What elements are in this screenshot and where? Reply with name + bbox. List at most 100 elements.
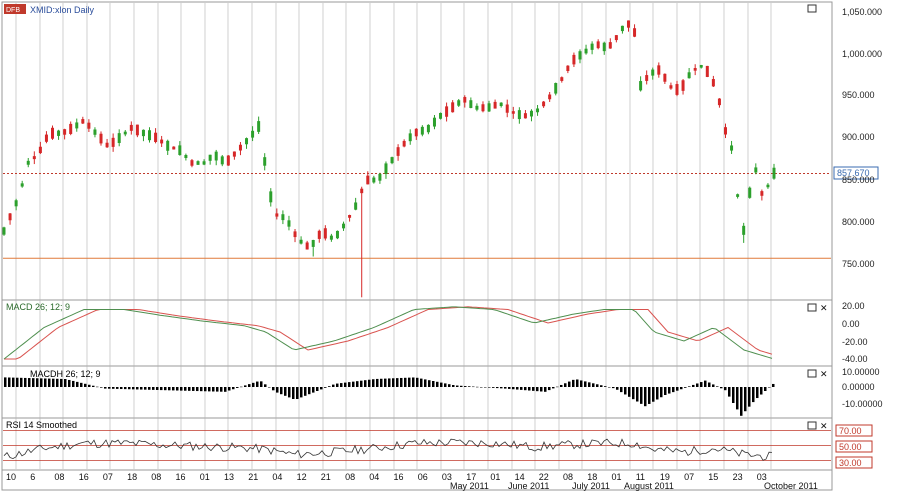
histogram-bar: [168, 387, 171, 391]
histogram-bar: [636, 387, 639, 402]
rsi-level-50-tag: [835, 440, 873, 453]
candle-body: [2, 227, 6, 235]
x-tick-day: 04: [369, 472, 379, 482]
candle-body: [596, 41, 600, 49]
rsi-restore-icon[interactable]: [807, 421, 817, 430]
x-tick-day: 14: [515, 472, 525, 482]
candle-body: [335, 230, 339, 239]
histogram-bar: [40, 378, 43, 387]
candle-body: [360, 188, 364, 194]
histogram-bar: [472, 386, 475, 388]
histogram-bar: [376, 378, 379, 387]
histogram-bar: [180, 387, 183, 391]
rsi-close-icon[interactable]: ✕: [820, 421, 828, 431]
candle-body: [566, 65, 570, 72]
candle-body: [129, 124, 133, 131]
histogram-bar: [720, 387, 723, 389]
candle-body: [475, 105, 479, 110]
histogram-bar: [732, 387, 735, 403]
histogram-bar: [436, 381, 439, 387]
candle-body: [536, 108, 540, 113]
histogram-bar: [96, 386, 99, 388]
candle-body: [620, 25, 624, 32]
histogram-bar: [604, 386, 607, 387]
histogram-bar: [128, 387, 131, 390]
restore-icon[interactable]: [807, 4, 817, 13]
macd-restore-icon[interactable]: [807, 303, 817, 312]
histogram-bar: [752, 387, 755, 403]
macd-close-icon[interactable]: ✕: [820, 303, 828, 313]
histogram-bar: [144, 387, 147, 390]
x-tick-day: 10: [6, 472, 16, 482]
histogram-bar: [292, 387, 295, 399]
histogram-bar: [716, 386, 719, 387]
candle-body: [238, 144, 242, 151]
x-tick-day: 19: [660, 472, 670, 482]
x-tick-day: 01: [200, 472, 210, 482]
candle-body: [723, 127, 727, 135]
macdh-close-icon[interactable]: ✕: [820, 369, 828, 379]
candle-body: [742, 225, 746, 235]
macdh-y-tick-0: 0.00000: [842, 382, 875, 392]
histogram-bar: [708, 382, 711, 387]
candle-body: [69, 123, 73, 134]
histogram-bar: [424, 379, 427, 387]
x-tick-day: 17: [466, 472, 476, 482]
candle-body: [669, 85, 673, 89]
histogram-bar: [508, 387, 511, 389]
histogram-bar: [4, 377, 7, 387]
x-tick-day: 11: [636, 472, 645, 482]
candle-body: [220, 156, 224, 165]
candle-body: [432, 117, 436, 127]
histogram-bar: [652, 387, 655, 402]
rsi-level-70: 70.00: [839, 426, 862, 436]
candle-body: [190, 160, 194, 166]
histogram-bar: [340, 383, 343, 387]
histogram-bar: [488, 387, 491, 388]
candle-body: [736, 194, 740, 197]
histogram-bar: [764, 387, 767, 391]
candle-body: [26, 160, 30, 165]
candle-body: [408, 133, 412, 142]
histogram-bar: [456, 385, 459, 387]
histogram-bar: [452, 385, 455, 387]
candle-body: [560, 77, 564, 81]
candle-body: [457, 100, 461, 106]
x-tick-month: June 2011: [508, 481, 549, 491]
candle-body: [32, 156, 36, 160]
histogram-bar: [192, 387, 195, 391]
macdh-restore-icon[interactable]: [807, 369, 817, 378]
candle-body: [717, 98, 721, 106]
histogram-bar: [332, 384, 335, 387]
candle-body: [426, 124, 430, 133]
x-tick-day: 08: [151, 472, 161, 482]
x-tick-day: 07: [103, 472, 113, 482]
candle-body: [499, 102, 503, 107]
candle-body: [602, 42, 606, 52]
candle-body: [523, 113, 527, 119]
histogram-bar: [484, 387, 487, 388]
histogram-bar: [396, 378, 399, 387]
histogram-bar: [512, 387, 515, 390]
histogram-bar: [656, 387, 659, 400]
symbol-badge-text: DFB: [6, 7, 20, 14]
histogram-bar: [104, 387, 107, 389]
y-tick-1000: 1,000.000: [842, 49, 882, 59]
histogram-bar: [392, 378, 395, 387]
rsi-level-30: 30.00: [839, 458, 862, 468]
histogram-bar: [140, 387, 143, 390]
x-tick-day: 16: [176, 472, 186, 482]
histogram-bar: [712, 384, 715, 387]
histogram-bar: [172, 387, 175, 391]
y-tick-800: 800.000: [842, 217, 875, 227]
histogram-bar: [628, 387, 631, 397]
candle-body: [323, 228, 327, 239]
histogram-bar: [88, 384, 91, 387]
histogram-bar: [124, 387, 127, 390]
candle-body: [754, 167, 758, 173]
candle-body: [693, 68, 697, 71]
histogram-bar: [632, 387, 635, 400]
histogram-bar: [164, 387, 167, 391]
candle-body: [378, 173, 382, 181]
candle-body: [414, 128, 418, 137]
